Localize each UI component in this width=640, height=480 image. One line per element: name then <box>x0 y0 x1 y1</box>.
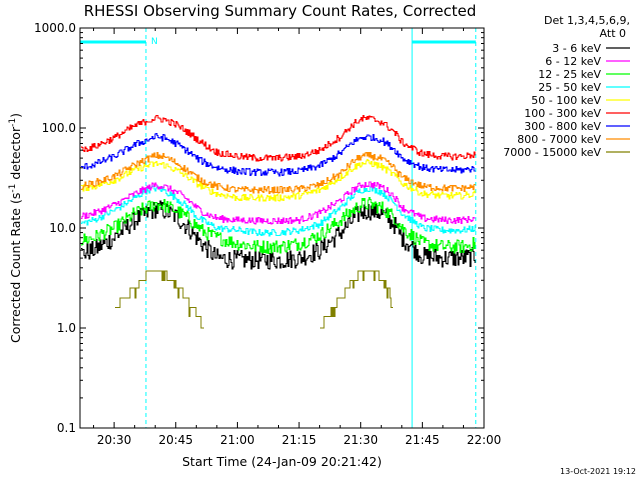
y-axis-label-suffix: ) <box>8 113 23 118</box>
x-tick-label-4: 21:30 <box>343 433 378 447</box>
legend-label-7: 300 - 800 keV <box>524 120 601 133</box>
series-line-7 <box>81 133 476 177</box>
night-marker: N <box>151 37 158 47</box>
chart-title: RHESSI Observing Summary Count Rates, Co… <box>84 2 477 20</box>
night-shading-bars: N <box>79 28 477 428</box>
series-line-5 <box>81 159 476 202</box>
y-tick-label-4: 1000.0 <box>34 21 76 35</box>
y-axis-label-mid: detector <box>8 126 23 184</box>
y-tick-label-3: 100.0 <box>42 121 76 135</box>
legend-label-6: 100 - 300 keV <box>524 107 601 120</box>
y-axis-ticks: 0.1 1.0 10.0 100.0 1000.0 <box>34 21 484 435</box>
x-tick-label-6: 22:00 <box>467 433 502 447</box>
legend-label-8: 800 - 7000 keV <box>517 133 601 146</box>
series-line-3 <box>81 196 476 254</box>
x-axis-ticks: 20:30 20:45 21:00 21:15 21:30 21:45 22:00 <box>93 28 502 447</box>
plot-frame <box>79 27 485 429</box>
legend-header-line-2: Att 0 <box>600 27 626 40</box>
x-tick-label-5: 21:45 <box>405 433 440 447</box>
series-line-6 <box>81 114 476 162</box>
y-axis-label: Corrected Count Rate (s-1 detector-1) <box>8 113 23 343</box>
series-line-9 <box>115 270 393 329</box>
y-axis-label-sup2: -1 <box>8 118 18 127</box>
legend-label-9: 7000 - 15000 keV <box>503 146 601 159</box>
legend-header-line-1: Det 1,3,4,5,6,9, <box>544 14 630 27</box>
series-layer <box>81 114 476 329</box>
y-tick-label-0: 0.1 <box>57 421 76 435</box>
x-tick-label-3: 21:15 <box>282 433 317 447</box>
legend-label-2: 6 - 12 keV <box>545 55 601 68</box>
series-line-2 <box>81 181 476 225</box>
y-axis-label-prefix: Corrected Count Rate (s <box>8 193 23 343</box>
legend-label-5: 50 - 100 keV <box>531 94 601 107</box>
x-tick-label-0: 20:30 <box>97 433 132 447</box>
series-line-8 <box>81 151 476 194</box>
series-line-4 <box>81 185 476 237</box>
series-line-1 <box>81 200 476 270</box>
x-tick-label-1: 20:45 <box>158 433 193 447</box>
legend-label-4: 25 - 50 keV <box>538 81 601 94</box>
y-tick-label-1: 1.0 <box>57 321 76 335</box>
y-axis-label-sup1: -1 <box>8 184 18 193</box>
x-axis-label: Start Time (24-Jan-09 20:21:42) <box>182 454 382 469</box>
y-tick-label-2: 10.0 <box>49 221 76 235</box>
legend-label-1: 3 - 6 keV <box>552 42 601 55</box>
timestamp: 13-Oct-2021 19:12 <box>560 467 636 476</box>
x-tick-label-2: 21:00 <box>220 433 255 447</box>
legend-label-3: 12 - 25 keV <box>538 68 601 81</box>
